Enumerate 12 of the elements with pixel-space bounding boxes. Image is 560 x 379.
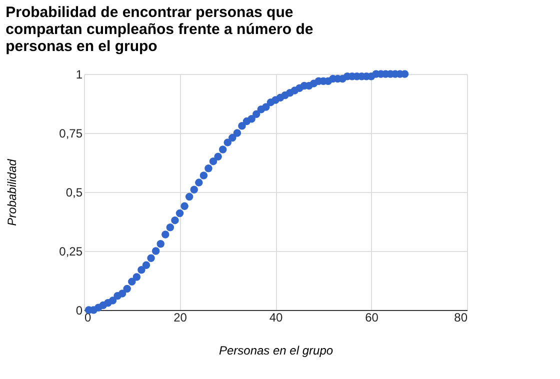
x-axis-title: Personas en el grupo — [218, 344, 334, 358]
x-tick-label: 80 — [454, 310, 468, 324]
y-tick-label: 0,75 — [59, 126, 83, 140]
x-tick-label: 20 — [174, 310, 188, 324]
y-tick-label: 1 — [76, 68, 83, 82]
x-tick-label: 0 — [84, 310, 92, 324]
x-tick-label: 40 — [269, 310, 283, 324]
x-tick-label: 60 — [365, 310, 379, 324]
y-tick-label: 0,25 — [59, 244, 83, 258]
chart-title: Probabilidad de encontrar personas que compartan cumpleaños frente a número de personas en el grupo — [6, 4, 314, 55]
y-tick-label: 0,5 — [66, 186, 83, 200]
y-axis-title: Probabilidad — [5, 158, 20, 226]
